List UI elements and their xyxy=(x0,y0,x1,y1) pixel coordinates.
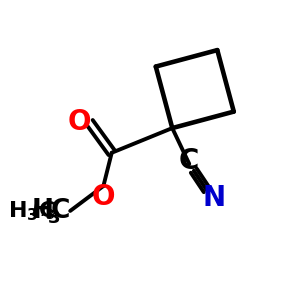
Text: $\mathbf{H_3C}$: $\mathbf{H_3C}$ xyxy=(8,199,55,223)
Text: C: C xyxy=(50,198,70,224)
Text: O: O xyxy=(67,108,91,136)
Text: H: H xyxy=(32,198,54,224)
Text: $H_3$: $H_3$ xyxy=(31,200,55,222)
Text: C: C xyxy=(179,146,200,175)
Text: O: O xyxy=(92,183,115,211)
Text: N: N xyxy=(202,184,226,212)
Text: 3: 3 xyxy=(48,209,60,227)
